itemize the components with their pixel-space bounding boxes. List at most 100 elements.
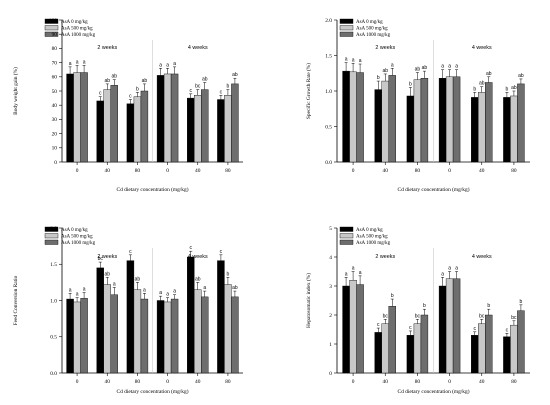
y-tick-label: 60 [52, 75, 58, 81]
legend-label: AsA 0 mg/kg [61, 228, 88, 233]
y-tick-label: 2.0 [325, 18, 332, 24]
x-tick-label: 0 [448, 168, 451, 174]
x-tick-label: 0 [352, 168, 355, 174]
bar [381, 323, 389, 374]
legend-label: AsA 0 mg/kg [356, 228, 383, 233]
bar [349, 280, 357, 374]
legend-swatch [339, 25, 354, 31]
bar [478, 92, 486, 163]
bar [478, 323, 486, 374]
legend-label: AsA 1000 mg/kg [61, 241, 96, 246]
bar [406, 335, 415, 374]
significance-label: ab [511, 85, 517, 91]
legend-swatch [339, 31, 354, 37]
significance-label: a [203, 285, 206, 291]
significance-label: a [69, 287, 72, 293]
y-tick-label: 0 [54, 160, 57, 166]
bar [96, 100, 104, 163]
bar [374, 89, 382, 163]
bar [445, 76, 454, 163]
bar [231, 83, 239, 163]
bar [110, 85, 118, 163]
bar [80, 72, 88, 163]
bar [73, 72, 81, 163]
significance-label: a [76, 59, 79, 65]
significance-label: a [83, 59, 86, 65]
bar [452, 278, 461, 374]
x-tick-label: 40 [479, 168, 485, 174]
significance-label: ab [232, 72, 238, 78]
significance-label: bc [479, 313, 485, 319]
significance-label: a [352, 266, 355, 272]
significance-label: c [99, 91, 102, 97]
significance-label: a [113, 281, 116, 287]
bar [388, 306, 396, 374]
bar [103, 89, 111, 163]
bar [163, 73, 172, 163]
significance-label: a [345, 57, 348, 63]
legend-label: AsA 1000 mg/kg [356, 33, 391, 38]
y-tick-label: 5 [329, 226, 332, 232]
legend-label: AsA 1000 mg/kg [61, 33, 96, 38]
y-tick-label: 1.0 [50, 298, 57, 304]
significance-label: b [377, 75, 380, 81]
bar [342, 70, 350, 163]
bar [170, 298, 179, 374]
y-tick-label: 0.5 [325, 124, 332, 130]
y-tick-label: 20 [52, 131, 58, 137]
bar [356, 284, 364, 374]
legend-label: AsA 500 mg/kg [61, 235, 93, 240]
significance-label: ab [415, 67, 421, 73]
bar [217, 260, 225, 374]
bar [445, 278, 454, 374]
legend-swatch [44, 226, 59, 232]
bar [381, 80, 389, 163]
legend-swatch [44, 25, 59, 31]
x-tick-label: 40 [479, 379, 485, 385]
bar [413, 79, 422, 163]
y-tick-label: 100 [49, 18, 57, 24]
y-axis-title: Feed Conversion Ratio [13, 275, 19, 325]
significance-label: ab [479, 81, 485, 87]
legend-label: AsA 0 mg/kg [356, 20, 383, 25]
legend-label: AsA 500 mg/kg [356, 235, 388, 240]
bar [201, 89, 209, 163]
significance-label: a [166, 292, 169, 298]
significance-label: c [129, 94, 132, 100]
significance-label: c [129, 249, 132, 255]
legend-swatch [339, 239, 354, 245]
significance-label: c [409, 325, 412, 331]
significance-label: b [487, 303, 490, 309]
y-tick-label: 0.5 [50, 335, 57, 341]
significance-label: a [159, 290, 162, 296]
y-tick-label: 4 [329, 255, 332, 261]
significance-label: ab [142, 78, 148, 84]
significance-label: a [455, 266, 458, 272]
significance-label: b [520, 299, 523, 305]
bar [413, 323, 422, 374]
y-axis-title: Specific Growth Rate (%) [305, 63, 312, 119]
significance-label: c [377, 322, 380, 328]
x-tick-label: 0 [352, 379, 355, 385]
x-tick-label: 40 [383, 168, 389, 174]
bar [73, 301, 81, 374]
significance-label: a [448, 64, 451, 70]
significance-label: a [173, 289, 176, 295]
y-tick-label: 40 [52, 103, 58, 109]
significance-label: b [136, 86, 139, 92]
bar [517, 310, 525, 374]
significance-label: c [220, 89, 223, 95]
y-tick-label: 1.5 [50, 262, 57, 268]
period-label: 2 weeks [97, 254, 117, 260]
significance-label: a [448, 266, 451, 272]
bar [110, 294, 118, 374]
y-tick-label: 1.0 [325, 89, 332, 95]
bar [140, 90, 149, 163]
bar [133, 289, 142, 374]
y-tick-label: 80 [52, 46, 58, 52]
bar [224, 284, 232, 374]
significance-label: b [506, 86, 509, 92]
